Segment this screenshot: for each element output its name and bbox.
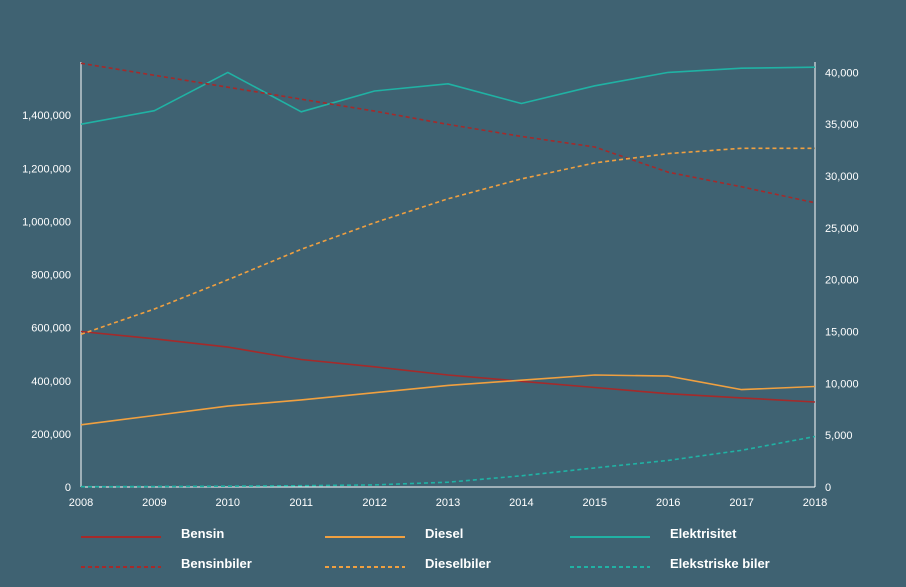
right-tick-label: 15,000 (825, 327, 859, 339)
x-tick-label: 2018 (803, 497, 827, 509)
x-tick-label: 2008 (69, 497, 93, 509)
x-tick-label: 2015 (583, 497, 607, 509)
series-line-bensin (80, 330, 816, 403)
x-tick-label: 2009 (142, 497, 166, 509)
x-tick-label: 2013 (436, 497, 460, 509)
left-tick-label: 1,200,000 (22, 163, 71, 175)
right-tick-label: 30,000 (825, 171, 859, 183)
x-tick-label: 2017 (729, 497, 753, 509)
x-tick-label: 2014 (509, 497, 533, 509)
left-tick-label: 600,000 (31, 323, 71, 335)
right-tick-label: 10,000 (825, 378, 859, 390)
right-tick-label: 40,000 (825, 67, 859, 79)
left-tick-label: 200,000 (31, 429, 71, 441)
right-tick-label: 25,000 (825, 223, 859, 235)
left-tick-label: 400,000 (31, 376, 71, 388)
right-tick-label: 35,000 (825, 119, 859, 131)
left-tick-label: 1,000,000 (22, 216, 71, 228)
x-tick-label: 2016 (656, 497, 680, 509)
series-line-elekstriske-biler (80, 435, 816, 488)
series-line-elektrisitet (80, 66, 816, 125)
x-tick-label: 2010 (216, 497, 240, 509)
right-tick-label: 5,000 (825, 430, 853, 442)
x-tick-label: 2011 (289, 497, 313, 509)
series-line-dieselbiler (80, 147, 815, 336)
left-tick-label: 0 (65, 482, 71, 494)
right-tick-label: 0 (825, 482, 831, 494)
right-tick-labels: 0 5,000 10,000 15,000 20,000 25,000 30,000 35,0… (825, 67, 859, 494)
series-line-bensinbiler (80, 62, 816, 204)
series-lines (80, 62, 816, 488)
axes (80, 62, 816, 488)
x-tick-label: 2012 (362, 497, 386, 509)
series-line-diesel (80, 374, 816, 426)
right-tick-label: 20,000 (825, 275, 859, 287)
left-tick-label: 1,400,000 (22, 110, 71, 122)
left-tick-label: 800,000 (31, 270, 71, 282)
left-tick-labels: 0 200,000 400,000 600,000 800,000 1,000,000 1,… (22, 110, 71, 494)
x-tick-labels: 2008 2009 2010 2011 2012 2013 2014 2015 2016 2017… (69, 497, 827, 509)
